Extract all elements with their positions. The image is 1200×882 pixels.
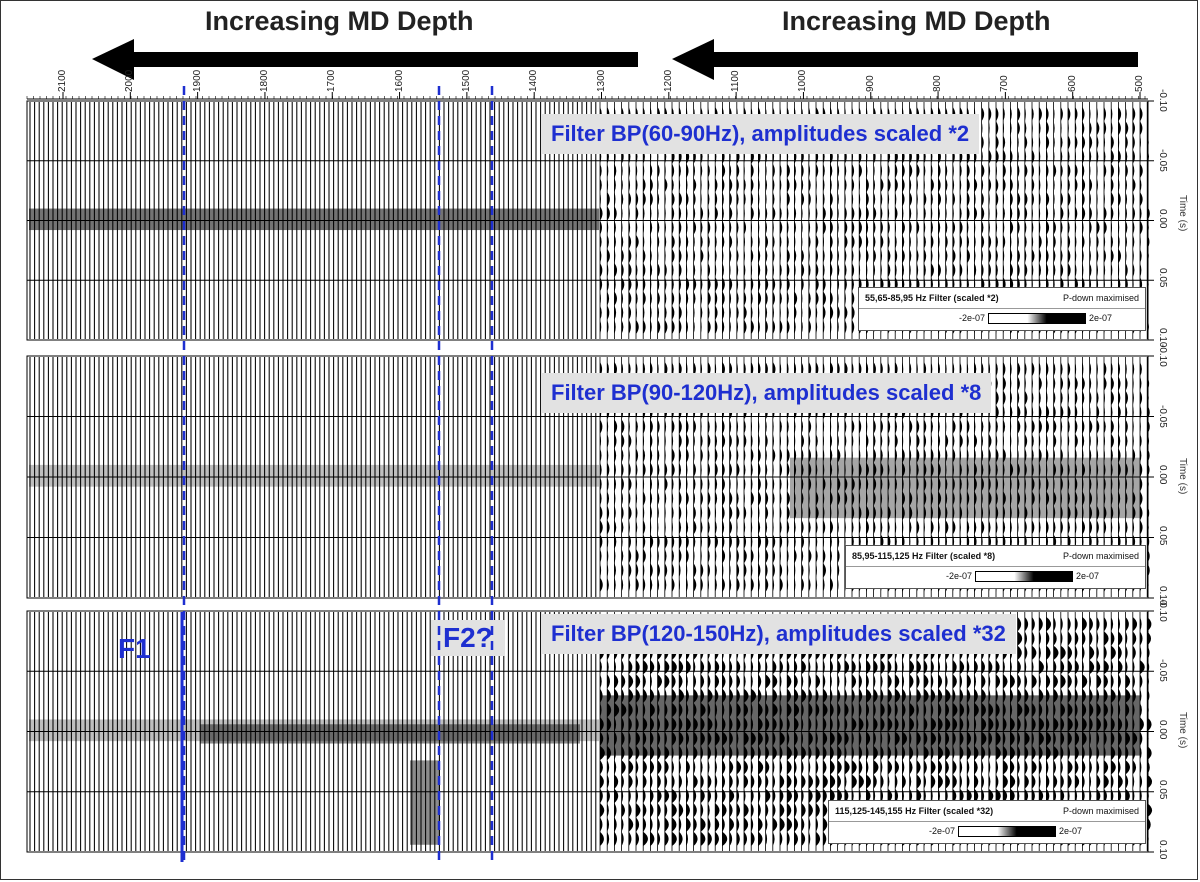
panel2-legend: 85,95-115,125 Hz Filter (scaled *8) P-dow… xyxy=(845,545,1146,589)
legend-mode: P-down maximised xyxy=(1062,806,1139,816)
panel3-legend: 115,125-145,155 Hz Filter (scaled *32) P-… xyxy=(828,800,1146,844)
y-tick-label: 0.05 xyxy=(1157,779,1168,800)
legend-title: 85,95-115,125 Hz Filter (scaled *8) xyxy=(852,551,996,561)
legend-mode: P-down maximised xyxy=(1062,293,1139,303)
y-tick-label: 0.00 xyxy=(1157,719,1168,739)
x-tick-label: 1300 xyxy=(595,69,607,92)
y-tick-label: -0.10 xyxy=(1157,89,1168,112)
legend-title: 115,125-145,155 Hz Filter (scaled *32) xyxy=(835,806,994,816)
y-tick-label: -0.10 xyxy=(1157,344,1168,367)
x-tick-label: 1100 xyxy=(730,70,742,92)
legend-colorbar xyxy=(958,825,1057,837)
fault-f1-label: F1 xyxy=(118,633,151,664)
header-left: Increasing MD Depth xyxy=(205,6,474,36)
legend-mode: P-down maximised xyxy=(1062,551,1139,561)
x-tick-label: 500 xyxy=(1134,75,1145,92)
panel1-ylabel: Time (s) xyxy=(1177,195,1188,232)
y-tick-label: 0.10 xyxy=(1157,840,1168,860)
y-tick-label: -0.05 xyxy=(1157,659,1168,683)
x-tick-label: 600 xyxy=(1066,75,1078,92)
y-tick-label: -0.10 xyxy=(1157,599,1168,622)
x-tick-label: 1400 xyxy=(528,69,540,92)
x-tick-label: 1800 xyxy=(258,69,270,92)
legend-max: 2e-07 xyxy=(1089,313,1113,323)
x-tick-label: 1600 xyxy=(393,69,405,92)
x-tick-label: 1500 xyxy=(460,69,472,92)
x-tick-label: 2000 xyxy=(124,69,136,92)
legend-min: -2e-07 xyxy=(929,826,956,836)
x-tick-label: 1200 xyxy=(662,69,674,92)
panel1-legend: 55,65-85,95 Hz Filter (scaled *2) P-down … xyxy=(858,287,1146,331)
y-tick-label: -0.05 xyxy=(1157,148,1168,172)
legend-colorbar xyxy=(975,570,1074,582)
y-tick-label: 0.00 xyxy=(1157,208,1168,228)
x-tick-label: 700 xyxy=(999,75,1011,92)
legend-title: 55,65-85,95 Hz Filter (scaled *2) xyxy=(865,293,999,303)
legend-min: -2e-07 xyxy=(946,571,973,581)
x-tick-label: 800 xyxy=(932,75,944,92)
x-tick-label: 1900 xyxy=(191,69,203,92)
panel2-ylabel: Time (s) xyxy=(1177,458,1188,495)
legend-min: -2e-07 xyxy=(959,313,986,323)
x-tick-label: 2100 xyxy=(57,69,68,92)
x-tick-label: 1700 xyxy=(326,69,338,92)
legend-max: 2e-07 xyxy=(1059,826,1083,836)
y-tick-label: -0.05 xyxy=(1157,404,1168,428)
panel1-caption: Filter BP(60-90Hz), amplitudes scaled *2 xyxy=(541,114,980,154)
legend-colorbar xyxy=(988,312,1087,324)
header-right: Increasing MD Depth xyxy=(782,6,1051,36)
y-tick-label: 0.05 xyxy=(1157,525,1168,545)
y-tick-label: 0.00 xyxy=(1157,465,1168,485)
panel3-ylabel: Time (s) xyxy=(1177,712,1188,749)
y-tick-label: 0.05 xyxy=(1157,268,1168,288)
x-tick-label: 1000 xyxy=(797,69,809,92)
panel2-caption: Filter BP(90-120Hz), amplitudes scaled *… xyxy=(541,373,992,413)
fault-f2-label: F2? xyxy=(431,620,505,656)
legend-max: 2e-07 xyxy=(1076,571,1100,581)
panel3-caption: Filter BP(120-150Hz), amplitudes scaled … xyxy=(541,614,1016,654)
x-tick-label: 900 xyxy=(864,75,876,92)
